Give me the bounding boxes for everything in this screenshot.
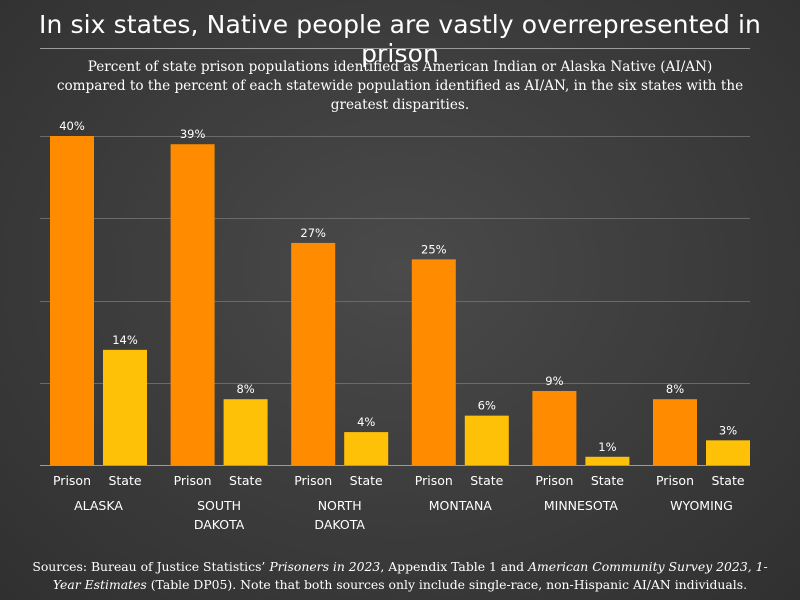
category-label: MONTANA [429,498,493,513]
data-label: 25% [421,242,447,256]
series-tick-label: State [350,473,383,488]
source-note: Sources: Bureau of Justice Statistics’ P… [20,558,780,594]
bar-prison-wyoming [653,399,697,465]
source-title-1: Prisoners in 2023 [269,559,381,574]
bar-state-wyoming [706,440,750,465]
data-label: 40% [59,119,85,133]
bar-prison-montana [411,259,456,465]
data-label: 27% [300,226,326,240]
category-label: DAKOTA [194,517,245,532]
bar-state-south-dakota [223,399,268,465]
category-label: ALASKA [74,498,123,513]
series-tick-label: Prison [656,473,694,488]
data-label: 3% [719,423,737,437]
data-label: 1% [598,440,616,454]
category-label: NORTH [318,498,362,513]
bar-prison-alaska [50,136,94,465]
series-tick-label: Prison [294,473,332,488]
data-label: 14% [112,333,138,347]
source-text-1: Sources: Bureau of Justice Statistics’ [32,559,270,574]
category-label: WYOMING [670,498,733,513]
source-title-2: American Community Survey 2023, 1-Year E… [52,559,768,592]
data-label: 4% [357,415,375,429]
category-label: SOUTH [197,498,241,513]
source-text-3: (Table DP05). Note that both sources onl… [146,577,748,592]
series-tick-label: Prison [174,473,212,488]
data-label: 8% [236,382,254,396]
data-label: 39% [180,127,206,141]
series-tick-label: Prison [415,473,453,488]
category-label: MINNESOTA [544,498,619,513]
series-tick-label: State [591,473,624,488]
bar-state-alaska [103,349,147,465]
bar-chart: 40% Prison 14% State ALASKA 39% Prison 8% State S… [40,119,750,532]
title-divider [40,48,750,49]
series-tick-label: State [229,473,262,488]
series-tick-label: Prison [53,473,91,488]
series-tick-label: State [470,473,503,488]
category-label: DAKOTA [314,517,365,532]
source-text-2: , Appendix Table 1 and [380,559,529,574]
data-label: 8% [666,382,684,396]
bar-state-minnesota [585,456,630,465]
bar-prison-south-dakota [170,144,215,465]
chart-subtitle: Percent of state prison populations iden… [56,59,744,113]
data-label: 6% [478,399,496,413]
series-tick-label: Prison [535,473,573,488]
bar-prison-north-dakota [291,242,336,465]
bar-prison-minnesota [532,390,577,465]
series-tick-label: State [711,473,744,488]
chart-title: In six states, Native people are vastly … [39,10,761,68]
data-label: 9% [545,374,563,388]
bar-state-north-dakota [344,432,389,465]
bar-state-montana [464,415,509,465]
series-tick-label: State [108,473,141,488]
